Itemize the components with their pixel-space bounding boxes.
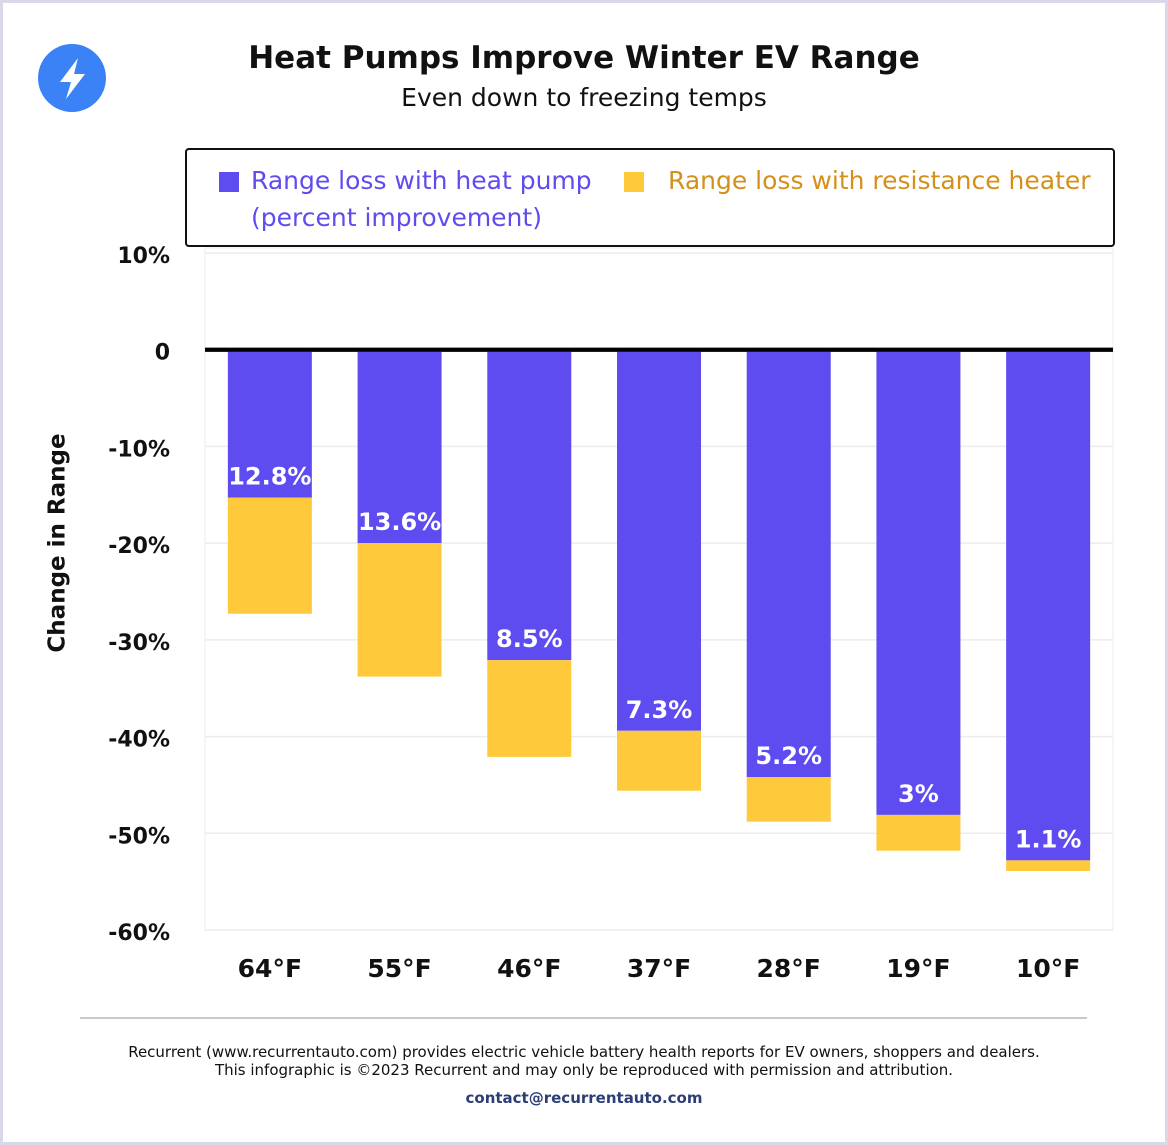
y-tick-label: -50% <box>108 824 170 849</box>
bar <box>487 660 572 757</box>
bar <box>876 349 961 815</box>
chart-subtitle: Even down to freezing temps <box>401 83 767 112</box>
bar <box>227 497 312 614</box>
bar <box>1006 349 1091 861</box>
data-label: 5.2% <box>755 742 822 770</box>
x-tick-label: 10°F <box>1016 954 1080 983</box>
bar <box>357 543 442 677</box>
legend: Range loss with heat pump (percent impro… <box>185 148 1115 247</box>
data-label: 1.1% <box>1015 825 1082 853</box>
legend-label: Range loss with resistance heater <box>668 166 1091 195</box>
legend-swatch <box>624 172 644 192</box>
bar <box>746 777 831 822</box>
bar <box>487 349 572 661</box>
y-tick-label: -30% <box>108 631 170 656</box>
x-tick-label: 37°F <box>627 954 691 983</box>
y-tick-label: -20% <box>108 534 170 559</box>
y-axis-label: Change in Range <box>45 433 71 652</box>
bar <box>357 349 442 544</box>
y-tick-label: 0 <box>155 341 170 366</box>
bar <box>1006 860 1091 872</box>
footer-contact: contact@recurrentauto.com <box>465 1089 703 1107</box>
chart-title: Heat Pumps Improve Winter EV Range <box>248 40 920 76</box>
x-tick-label: 28°F <box>757 954 821 983</box>
y-tick-label: -10% <box>108 437 170 462</box>
bar <box>617 730 701 791</box>
logo-bolt <box>60 58 85 99</box>
legend-label: Range loss with heat pump (percent impro… <box>251 166 592 232</box>
bar <box>227 349 312 498</box>
y-tick-label: -60% <box>108 921 170 946</box>
data-label: 7.3% <box>626 696 693 724</box>
footer-text: This infographic is ©2023 Recurrent and … <box>214 1061 954 1079</box>
data-label: 12.8% <box>228 463 311 491</box>
data-label: 3% <box>898 780 939 808</box>
bar <box>617 349 701 731</box>
bar <box>876 814 961 851</box>
legend-swatch <box>219 172 239 192</box>
x-tick-label: 55°F <box>367 954 431 983</box>
x-tick-label: 46°F <box>497 954 561 983</box>
bar <box>746 349 831 778</box>
y-tick-label: -40% <box>108 728 170 753</box>
footer-text: Recurrent (www.recurrentauto.com) provid… <box>128 1043 1040 1061</box>
x-tick-label: 64°F <box>238 954 302 983</box>
y-tick-label: 10% <box>117 244 170 269</box>
data-label: 13.6% <box>358 508 441 536</box>
data-label: 8.5% <box>496 625 563 653</box>
x-tick-label: 19°F <box>886 954 950 983</box>
